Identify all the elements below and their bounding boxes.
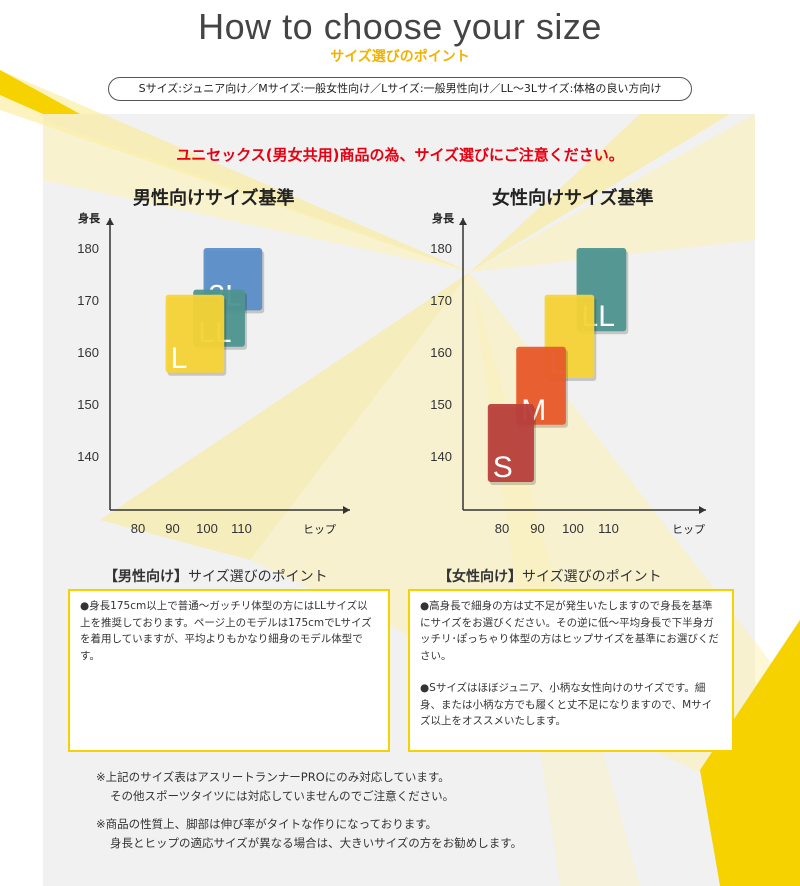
women-point-box: ●高身長で細身の方は丈不足が発生いたしますので身長を基準にサイズをお選びください… [408, 589, 734, 752]
footnote-1: ※上記のサイズ表はアスリートランナーPROにのみ対応しています。 その他スポーツ… [96, 768, 522, 806]
unisex-notice: ユニセックス(男女共用)商品の為、サイズ選びにご注意ください。 [176, 146, 624, 164]
x-axis-arrow-icon [343, 506, 350, 514]
page-title: How to choose your size [198, 6, 602, 47]
y-tick-label: 160 [77, 345, 99, 360]
y-tick-label: 180 [430, 241, 452, 256]
men-point-text: ●身長175cm以上で普通〜ガッチリ体型の方にはLLサイズ以上を推奨しております… [80, 600, 372, 662]
x-tick-label: 110 [598, 521, 619, 536]
x-tick-label: 100 [562, 521, 584, 536]
footnotes: ※上記のサイズ表はアスリートランナーPROにのみ対応しています。 その他スポーツ… [96, 768, 522, 862]
y-tick-label: 140 [430, 449, 452, 464]
size-guide-banner: Sサイズ:ジュニア向け／Mサイズ:一般女性向け／Lサイズ:一般男性向け／LL〜3… [108, 77, 692, 101]
y-tick-label: 170 [430, 293, 452, 308]
x-tick-label: 100 [196, 521, 218, 536]
women-point-heading-bracket: 【女性向け】 [438, 569, 522, 585]
footnote-2: ※商品の性質上、脚部は伸び率がタイトな作りになっております。 身長とヒップの適応… [96, 815, 522, 853]
y-tick-label: 170 [77, 293, 99, 308]
men-chart-title: 男性向けサイズ基準 [133, 188, 295, 209]
y-axis-arrow-icon [106, 218, 114, 225]
x-tick-label: 110 [231, 521, 252, 536]
y-tick-label: 140 [77, 449, 99, 464]
x-axis-label: ヒップ [672, 523, 705, 536]
size-box-s [487, 404, 534, 482]
women-chart-title: 女性向けサイズ基準 [492, 188, 654, 209]
women-point-text-2: ●Sサイズはほぼジュニア、小柄な女性向けのサイズです。細身、または小柄な方でも履… [420, 682, 713, 727]
x-tick-label: 80 [495, 521, 509, 536]
men-point-heading-bracket: 【男性向け】 [104, 569, 188, 585]
y-tick-label: 150 [77, 397, 99, 412]
size-label-s: S [493, 451, 513, 484]
page-subtitle: サイズ選びのポイント [330, 49, 470, 65]
x-tick-label: 90 [165, 521, 179, 536]
y-axis-label: 身長 [432, 211, 455, 225]
y-tick-label: 150 [430, 397, 452, 412]
men-point-heading-text: サイズ選びのポイント [188, 569, 328, 585]
x-axis-label: ヒップ [303, 523, 336, 536]
women-point-heading-text: サイズ選びのポイント [522, 569, 662, 585]
footnote-2-line-1: ※商品の性質上、脚部は伸び率がタイトな作りになっております。 [96, 817, 438, 831]
footnote-1-line-2: その他スポーツタイツには対応していませんのでご注意ください。 [110, 789, 455, 803]
y-axis-arrow-icon [459, 218, 467, 225]
women-point-heading: 【女性向け】サイズ選びのポイント [438, 566, 662, 586]
footnote-1-line-1: ※上記のサイズ表はアスリートランナーPROにのみ対応しています。 [96, 770, 450, 784]
x-axis-arrow-icon [699, 506, 706, 514]
y-tick-label: 160 [430, 345, 452, 360]
x-tick-label: 80 [131, 521, 145, 536]
men-point-box: ●身長175cm以上で普通〜ガッチリ体型の方にはLLサイズ以上を推奨しております… [68, 589, 390, 752]
x-tick-label: 90 [530, 521, 544, 536]
footnote-2-line-2: 身長とヒップの適応サイズが異なる場合は、大きいサイズの方をお勧めします。 [110, 836, 523, 850]
y-tick-label: 180 [77, 241, 99, 256]
women-point-text-1: ●高身長で細身の方は丈不足が発生いたしますので身長を基準にサイズをお選びください… [420, 600, 719, 662]
y-axis-label: 身長 [78, 211, 101, 225]
men-point-heading: 【男性向け】サイズ選びのポイント [104, 566, 328, 586]
size-label-l: L [171, 342, 188, 375]
size-box-l [165, 294, 225, 373]
